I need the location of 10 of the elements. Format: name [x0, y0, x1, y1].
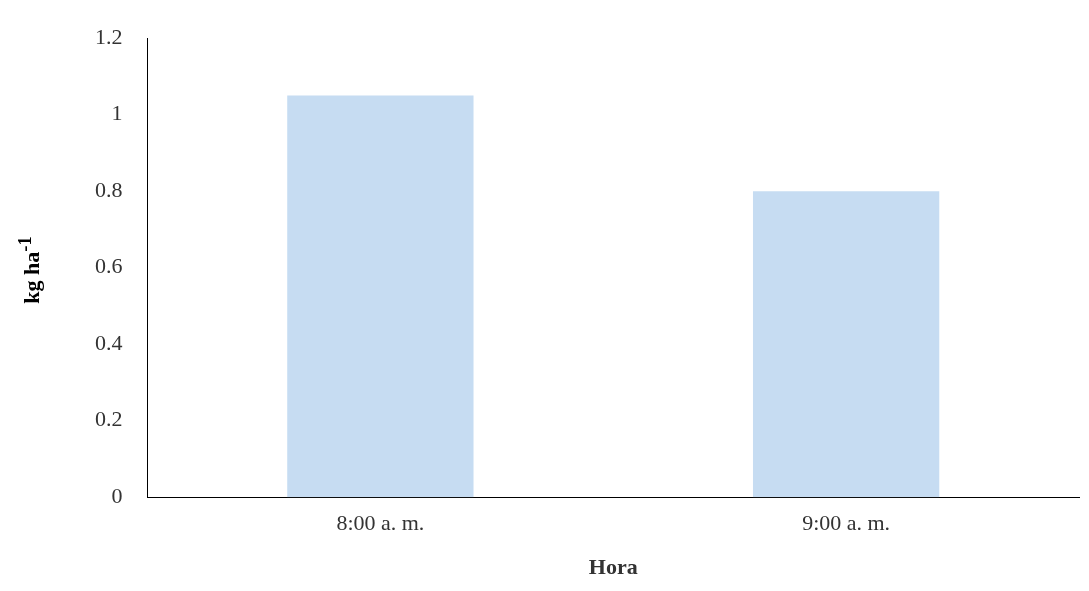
x-tick-label: 8:00 a. m. — [336, 510, 425, 536]
y-tick-label: 0.8 — [95, 176, 123, 202]
y-tick-label: 0 — [111, 482, 123, 508]
x-tick-label: 9:00 a. m. — [802, 510, 891, 536]
y-tick-label: 1.2 — [95, 23, 123, 49]
x-axis-title: Hora — [588, 554, 638, 580]
y-tick-label: 1 — [111, 100, 123, 126]
y-tick-label: 0.4 — [95, 329, 123, 355]
y-tick-label: 0.6 — [95, 253, 123, 279]
y-tick-label: 0.2 — [95, 406, 123, 432]
